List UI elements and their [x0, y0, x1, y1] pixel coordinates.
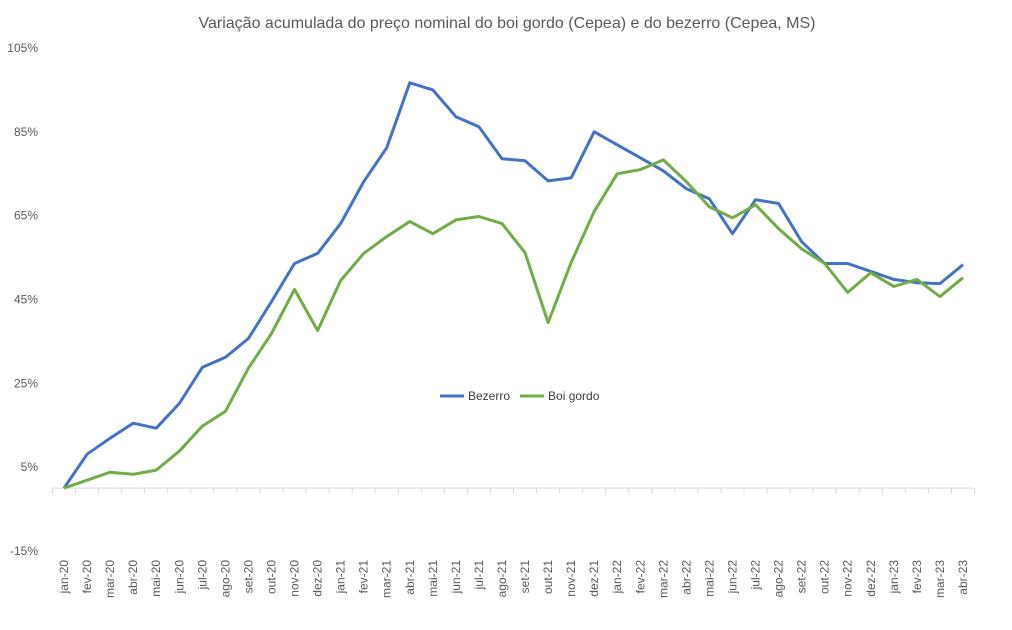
chart-title: Variação acumulada do preço nominal do b…: [199, 15, 816, 32]
x-tick-label: nov-20: [288, 560, 302, 597]
x-tick-label: mai-22: [702, 560, 716, 597]
x-tick-label: jul-22: [749, 560, 763, 591]
legend-label: Bezerro: [468, 389, 510, 403]
x-tick-label: set-22: [795, 560, 809, 594]
y-tick-label: 65%: [14, 209, 38, 223]
x-tick-label: fev-23: [910, 560, 924, 594]
series-line-boi-gordo: [63, 158, 964, 490]
x-tick-label: out-21: [541, 560, 555, 594]
y-tick-label: 45%: [14, 293, 38, 307]
x-tick-label: fev-21: [357, 560, 371, 594]
x-tick-label: ago-20: [218, 560, 232, 598]
x-tick-label: jan-21: [334, 560, 348, 595]
x-tick-label: out-22: [818, 560, 832, 594]
x-tick-label: jul-20: [195, 560, 209, 591]
x-tick-label: jun-20: [172, 560, 186, 595]
x-tick-label: dez-20: [311, 560, 325, 597]
x-tick-label: jun-21: [449, 560, 463, 595]
x-tick-label: abr-23: [956, 560, 970, 595]
x-tick-label: set-20: [241, 560, 255, 594]
y-tick-label: 105%: [7, 41, 38, 55]
x-tick-label: set-21: [518, 560, 532, 594]
x-tick-label: ago-21: [495, 560, 509, 598]
x-tick-label: jan-20: [57, 560, 71, 595]
x-tick-label: mai-21: [426, 560, 440, 597]
x-tick-label: mai-20: [149, 560, 163, 597]
x-tick-label: dez-22: [864, 560, 878, 597]
y-tick-label: 5%: [21, 460, 39, 474]
x-tick-label: mar-23: [933, 560, 947, 598]
y-tick-label: 25%: [14, 376, 38, 390]
x-tick-label: jul-21: [472, 560, 486, 591]
y-tick-label: -15%: [10, 544, 38, 558]
x-tick-label: dez-21: [587, 560, 601, 597]
x-tick-label: fev-20: [80, 560, 94, 594]
x-tick-label: mar-20: [103, 560, 117, 598]
series-line-bezerro: [62, 81, 964, 489]
x-tick-label: nov-21: [564, 560, 578, 597]
x-tick-label: abr-22: [679, 560, 693, 595]
x-tick-label: fev-22: [633, 560, 647, 594]
y-tick-label: 85%: [14, 125, 38, 139]
x-tick-label: nov-22: [841, 560, 855, 597]
x-tick-label: abr-20: [126, 560, 140, 595]
x-tick-label: ago-22: [772, 560, 786, 598]
x-tick-label: jan-22: [610, 560, 624, 595]
x-tick-label: jan-23: [887, 560, 901, 595]
legend-label: Boi gordo: [548, 389, 600, 403]
x-tick-label: out-20: [264, 560, 278, 594]
x-tick-label: mar-22: [656, 560, 670, 598]
x-tick-label: abr-21: [403, 560, 417, 595]
x-tick-label: mar-21: [380, 560, 394, 598]
x-tick-label: jun-22: [725, 560, 739, 595]
